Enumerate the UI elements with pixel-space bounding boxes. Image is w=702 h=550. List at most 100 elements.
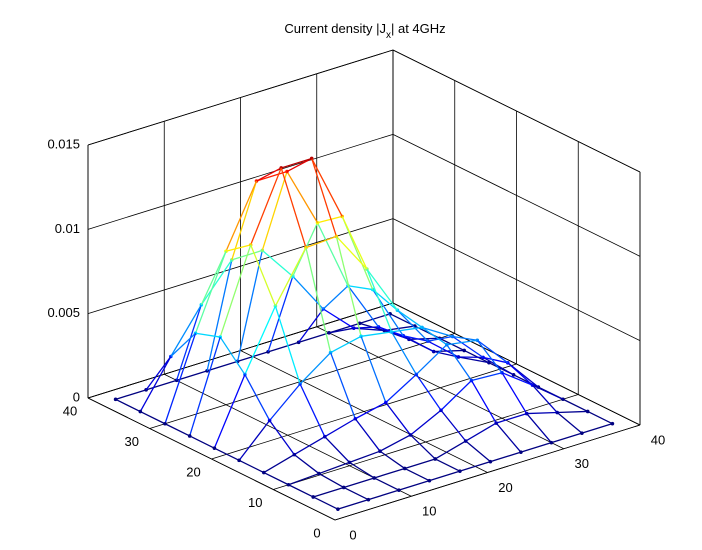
mesh-edge [440,380,472,411]
grid-line [211,363,517,460]
mesh-edge [288,484,314,498]
mesh-edge [410,409,442,436]
mesh-edge [263,471,289,486]
mesh-edge [587,410,613,425]
mesh-edge [175,304,202,381]
x-tick-label: 0 [349,527,356,542]
mesh-edge [329,352,356,419]
mesh-edge [299,383,326,437]
mesh-edge [281,157,312,169]
mesh-edge [318,472,345,489]
mesh-edge [322,308,355,329]
mesh-edge [263,454,295,474]
mesh-edge [250,244,277,307]
mesh-edge [465,440,491,463]
mesh-edge [482,356,508,364]
mesh-edge [261,171,288,251]
mesh-point [336,507,340,511]
mesh-edge [520,442,552,453]
grid-line [273,394,579,490]
mesh-edge [274,305,301,385]
mesh-edge [343,477,375,489]
mesh-edge [482,356,514,376]
mesh-edge [391,326,423,333]
mesh-edge [440,409,467,442]
mesh-edge [115,389,147,400]
mesh-edge [298,308,324,343]
mesh-edge [427,335,453,342]
mesh-edge [366,268,393,333]
mesh-edge [341,216,368,270]
x-tick-label: 30 [575,456,589,471]
mesh-edge [219,336,246,375]
mesh-edge [374,467,405,479]
z-tick-label: 0 [73,389,80,404]
mesh-edge [189,435,215,449]
mesh-edge [322,285,349,310]
mesh-edge [145,379,177,391]
mesh-edge [556,412,583,434]
mesh-edge [526,411,558,415]
grid-line [392,49,641,173]
y-tick-label: 10 [248,495,262,510]
mesh-edge [384,325,415,332]
mesh-edge [532,384,558,413]
z-tick-label: 0.005 [47,305,80,320]
x-tick-label: 40 [651,432,665,447]
mesh-edge [404,458,436,470]
mesh-edge [269,383,301,421]
mesh-edge [189,336,221,437]
mesh-edge [330,335,362,354]
mesh-edge [231,180,258,261]
mesh-edge [244,305,276,375]
title-text: Current density |J [284,21,386,36]
mesh-edge [458,356,490,364]
mesh-edge [391,331,417,375]
mesh-edge [145,356,172,391]
mesh-edge [490,451,522,463]
mesh-edge [317,215,343,224]
mesh-edge [532,384,564,400]
mesh-edge [360,336,387,403]
mesh-edge [293,454,320,475]
mesh-edge [421,326,453,338]
z-tick-label: 0.015 [47,136,80,151]
mesh-edge [476,339,509,364]
grid-line [87,49,394,146]
mesh-edge [225,180,258,252]
mesh-edge [465,422,497,442]
grid-line [87,218,394,315]
mesh-edge [343,486,369,501]
mesh-edge [293,436,326,456]
mesh-edge [434,440,467,460]
mesh-edge [312,496,339,510]
mesh-edge [170,304,202,357]
mesh-edge [404,467,430,482]
title-subscript: x [386,30,391,41]
mesh-edge [176,370,208,381]
mesh-edge [214,447,240,461]
mesh-edge [200,250,227,306]
mesh-edge [195,332,221,338]
mesh-edge [349,450,381,463]
mesh-edge [267,341,299,353]
grid-line [87,133,394,230]
mesh-edge [471,372,503,382]
mesh-edge [379,434,411,452]
chart-title: Current density |Jx| at 4GHz [284,21,445,40]
mesh-edge [368,489,400,501]
mesh-edge [347,285,373,291]
mesh-edge [337,499,369,510]
mesh-edge [501,372,528,414]
grid-line [334,424,641,521]
mesh-edge [324,436,350,463]
mesh-edge [335,235,368,270]
mesh-edge [379,450,406,469]
mesh-edge [206,360,238,372]
mesh-edge [256,170,288,182]
mesh-edge [298,332,330,343]
mesh-edge [269,420,295,455]
z-tick-label: 0.01 [55,221,80,236]
x-tick-label: 20 [498,480,512,495]
mesh-edge [194,251,227,334]
